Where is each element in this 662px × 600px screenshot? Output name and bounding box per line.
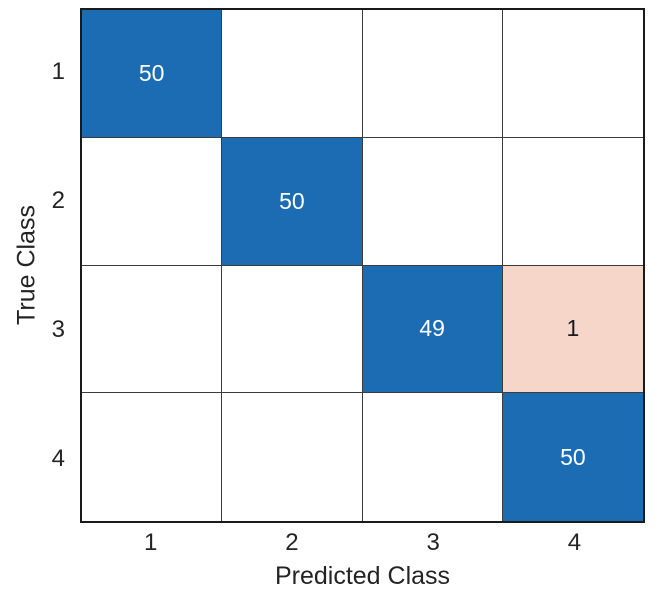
- y-tick-label-4: 4: [51, 444, 65, 472]
- matrix-cell-r2-c4: [502, 137, 643, 266]
- y-tick-label-3: 3: [51, 315, 65, 343]
- matrix-cell-r1-c1: 50: [82, 10, 223, 138]
- x-axis-title: Predicted Class: [274, 562, 451, 590]
- x-axis-ticks: 1 2 3 4: [80, 525, 645, 561]
- x-tick-label-2: 2: [285, 529, 299, 556]
- matrix-cell-r4-c1: [82, 393, 223, 521]
- matrix-cell-r2-c3: [362, 137, 503, 266]
- matrix-cell-r1-c4: [502, 10, 643, 138]
- matrix-cell-r3-c2: [222, 265, 363, 394]
- matrix-cell-r3-c1: [82, 265, 223, 394]
- matrix-cell-r1-c3: [362, 10, 503, 138]
- matrix-cell-r2-c2: 50: [222, 137, 363, 266]
- matrix-cell-r3-c3: 49: [362, 265, 503, 394]
- y-axis-ticks: 1 2 3 4: [0, 8, 80, 523]
- matrix-cell-r4-c3: [362, 393, 503, 521]
- matrix-cell-r4-c2: [222, 393, 363, 521]
- y-tick-label-1: 1: [51, 58, 65, 86]
- x-tick-label-4: 4: [567, 529, 582, 556]
- matrix-cell-r2-c1: [82, 137, 223, 266]
- matrix-cell-r3-c4: 1: [502, 265, 643, 394]
- x-tick-label-3: 3: [426, 529, 440, 556]
- y-tick-label-2: 2: [51, 187, 65, 215]
- x-tick-label-1: 1: [143, 529, 158, 556]
- confusion-matrix-grid: 50 50 49 1 50: [80, 8, 645, 523]
- matrix-cell-r4-c4: 50: [502, 393, 643, 521]
- matrix-cell-r1-c2: [222, 10, 363, 138]
